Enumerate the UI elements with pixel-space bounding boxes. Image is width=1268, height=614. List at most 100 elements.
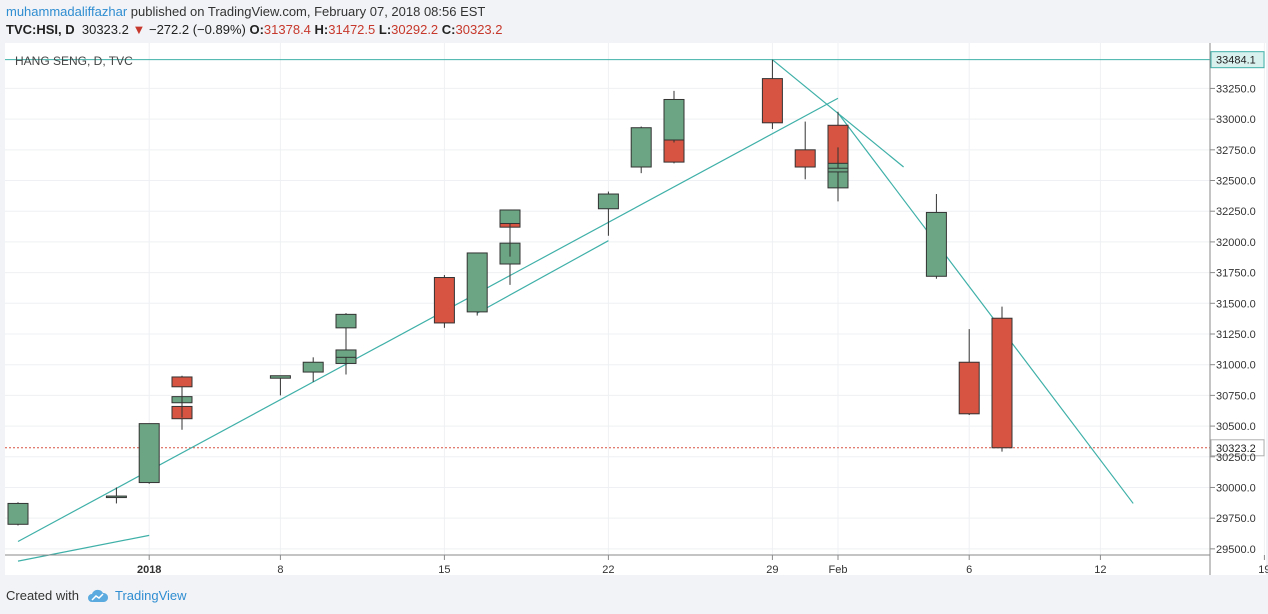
time-tick-label: 29 (766, 564, 778, 576)
price-tick-label: 31000.0 (1216, 360, 1256, 372)
candle-body (827, 167, 849, 173)
price-tick-label: 32000.0 (1216, 237, 1256, 249)
tradingview-brand: TradingView (114, 588, 187, 603)
candle-up[interactable] (499, 209, 521, 244)
candle-body (958, 361, 980, 415)
candle-body (138, 423, 160, 484)
candle-down[interactable] (958, 329, 980, 416)
time-tick-label: 19 (1258, 564, 1268, 576)
time-tick-label: 6 (966, 564, 972, 576)
footer: Created with TradingView (6, 588, 187, 603)
created-with-label: Created with (6, 588, 79, 603)
candle-body (499, 209, 521, 224)
candle-up[interactable] (630, 126, 652, 174)
candle-body (597, 193, 619, 210)
price-tick-label: 31750.0 (1216, 268, 1256, 280)
time-tick-label: 15 (438, 564, 450, 576)
high-value: 31472.5 (328, 22, 376, 37)
price-tick-label: 30000.0 (1216, 482, 1256, 494)
time-tick-label: Feb (829, 564, 848, 576)
candle-up[interactable] (925, 194, 947, 279)
price-tick-label: 30250.0 (1216, 452, 1256, 464)
price-tick-label: 32750.0 (1216, 145, 1256, 157)
candle-body (7, 502, 29, 525)
low-value: 30292.2 (391, 22, 439, 37)
candle-down[interactable] (794, 121, 816, 180)
price-tick-label: 30750.0 (1216, 390, 1256, 402)
candle-body (335, 349, 357, 358)
down-arrow-icon: ▼ (132, 22, 146, 37)
tradingview-link[interactable]: TradingView (87, 588, 187, 603)
price-tick-label: 33250.0 (1216, 83, 1256, 95)
time-tick-label: 22 (602, 564, 614, 576)
candle-up[interactable] (827, 147, 849, 202)
candle-down[interactable] (433, 275, 455, 328)
ohlc-legend: TVC:HSI, D 30323.2 ▼ −272.2 (−0.89%) O:3… (6, 21, 503, 38)
candle-down[interactable] (171, 375, 193, 409)
resistance-price-label: 33484.1 (1216, 55, 1256, 67)
candle-down[interactable] (761, 59, 783, 129)
publish-info: published on TradingView.com, February 0… (130, 4, 486, 19)
resistance-price-label-box (1210, 51, 1265, 69)
price-tick-label: 31500.0 (1216, 298, 1256, 310)
candle-up[interactable] (597, 191, 619, 236)
chart-title: HANG SENG, D, TVC (15, 54, 133, 68)
candle-up[interactable] (466, 252, 488, 316)
price-tick-label: 29500.0 (1216, 544, 1256, 556)
candle-up[interactable] (302, 357, 324, 382)
time-tick-label: 2018 (137, 564, 161, 576)
price-tick-label: 32250.0 (1216, 206, 1256, 218)
candle-body (302, 361, 324, 373)
candle-down[interactable] (991, 306, 1013, 452)
candle-body (466, 252, 488, 313)
last-price-label-box (1210, 439, 1265, 457)
candle-body (105, 495, 127, 499)
candle-up[interactable] (105, 487, 127, 504)
high-label: H: (314, 22, 329, 37)
candle-body (794, 149, 816, 168)
candle-body (925, 211, 947, 277)
candle-body (663, 98, 685, 141)
candle-body (335, 313, 357, 329)
plot-background (5, 43, 1210, 575)
author-link[interactable]: muhammadaliffazhar (6, 4, 128, 19)
open-value: 31378.4 (263, 22, 311, 37)
candle-up[interactable] (335, 313, 357, 339)
candle-up[interactable] (7, 502, 29, 526)
close-value: 30323.2 (455, 22, 503, 37)
price-tick-label: 31250.0 (1216, 329, 1256, 341)
grid (5, 43, 1265, 555)
price-change: −272.2 (−0.89%) (148, 22, 246, 37)
horizontal-lines: 33484.1 30323.2 (5, 51, 1265, 457)
trendline[interactable] (476, 240, 609, 314)
price-tick-label: 32500.0 (1216, 176, 1256, 188)
price-tick-label: 29750.0 (1216, 513, 1256, 525)
price-axis[interactable]: 29500.0 29750.0 30000.0 30250.0 30500.0 30750… (1210, 83, 1256, 556)
symbol-label: TVC:HSI, D (6, 22, 75, 37)
low-label: L: (378, 22, 392, 37)
candle-up[interactable] (663, 90, 685, 143)
candle-body (991, 317, 1013, 449)
last-price: 30323.2 (81, 22, 129, 37)
candle-body (171, 376, 193, 388)
candle-body (630, 127, 652, 168)
candle-up[interactable] (269, 375, 291, 396)
time-axis[interactable]: 2018 8 15 22 29 Feb 6 12 19 (137, 555, 1268, 576)
trendline[interactable] (837, 112, 1134, 504)
last-price-label: 30323.2 (1216, 443, 1256, 455)
candle-body (761, 78, 783, 124)
cloud-icon (87, 589, 109, 602)
candlestick-chart[interactable]: 33484.1 30323.2 29500.0 29750.0 30000.0 3025… (0, 42, 1268, 577)
time-tick-label: 8 (277, 564, 283, 576)
publish-header: muhammadaliffazhar published on TradingV… (6, 3, 485, 20)
close-label: C: (441, 22, 456, 37)
candle-up[interactable] (335, 348, 357, 371)
candle-up[interactable] (138, 423, 160, 484)
open-label: O: (249, 22, 264, 37)
trendline[interactable] (17, 534, 150, 562)
price-axis-background (1210, 43, 1266, 575)
candles (7, 59, 1013, 526)
price-tick-label: 33000.0 (1216, 114, 1256, 126)
price-tick-label: 30500.0 (1216, 421, 1256, 433)
candle-body (433, 277, 455, 324)
